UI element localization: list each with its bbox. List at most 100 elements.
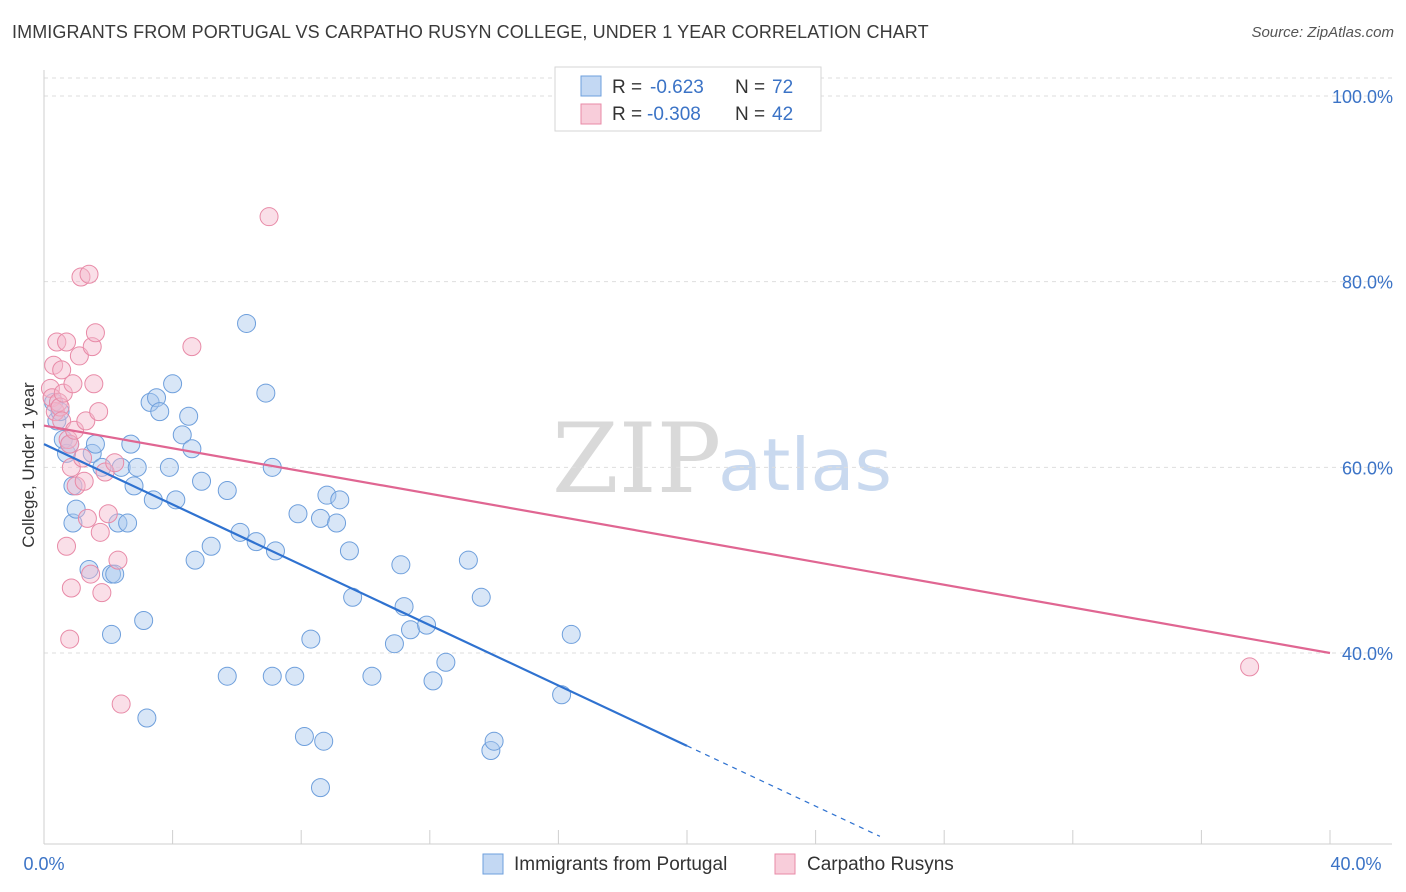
rusyn-point-12 bbox=[61, 457, 81, 477]
portugal-point-31 bbox=[179, 406, 199, 426]
rusyn-point-17 bbox=[71, 267, 91, 287]
rusyn-point-26 bbox=[85, 323, 105, 343]
bottom-legend-swatch-rusyn bbox=[774, 853, 796, 875]
portugal-point-55 bbox=[384, 634, 404, 654]
portugal-point-25 bbox=[147, 388, 167, 408]
y-axis-title: College, Under 1 year bbox=[19, 382, 38, 548]
y-tick-label-60: 60.0% bbox=[1342, 458, 1393, 478]
gridlines bbox=[44, 77, 1392, 654]
bottom-legend-label-portugal: Immigrants from Portugal bbox=[514, 854, 727, 875]
watermark-atlas: atlas bbox=[718, 423, 892, 507]
x-tick-label-min: 0.0% bbox=[23, 854, 64, 874]
correlation-legend: R = -0.623 N = 72 R = -0.308 N = 42 bbox=[554, 66, 822, 132]
rusyn-point-34 bbox=[57, 536, 77, 556]
legend-r-value-1: -0.623 bbox=[650, 77, 704, 98]
series-legend: Immigrants from Portugal Carpatho Rusyns bbox=[482, 853, 954, 875]
portugal-point-52 bbox=[339, 541, 359, 561]
rusyn-point-13 bbox=[63, 374, 83, 394]
rusyn-point-9 bbox=[57, 332, 77, 352]
rusyn-point-38 bbox=[182, 337, 202, 357]
portugal-point-45 bbox=[288, 504, 308, 524]
portugal-point-51 bbox=[330, 490, 350, 510]
portugal-point-62 bbox=[458, 550, 478, 570]
portugal-point-71 bbox=[310, 778, 330, 798]
series-portugal-points bbox=[44, 313, 581, 798]
legend-r-value-2: -0.308 bbox=[647, 104, 701, 125]
portugal-point-65 bbox=[484, 731, 504, 751]
rusyn-point-23 bbox=[81, 564, 101, 584]
portugal-point-34 bbox=[192, 471, 212, 491]
rusyn-point-6 bbox=[50, 397, 70, 417]
rusyn-point-19 bbox=[74, 471, 94, 491]
portugal-point-63 bbox=[471, 587, 491, 607]
portugal-point-36 bbox=[217, 481, 237, 501]
y-tick-label-80: 80.0% bbox=[1342, 273, 1393, 293]
rusyn-point-27 bbox=[89, 402, 109, 422]
portugal-point-70 bbox=[294, 727, 314, 747]
portugal-point-38 bbox=[237, 313, 257, 333]
rusyn-point-29 bbox=[92, 583, 112, 603]
rusyn-point-39 bbox=[259, 207, 279, 227]
x-tick-label-max: 40.0% bbox=[1330, 854, 1381, 874]
portugal-point-7 bbox=[63, 513, 83, 533]
portugal-point-20 bbox=[127, 457, 147, 477]
rusyn-point-21 bbox=[77, 508, 97, 528]
rusyn-point-40 bbox=[1240, 657, 1260, 677]
portugal-point-43 bbox=[262, 666, 282, 686]
portugal-point-60 bbox=[423, 671, 443, 691]
trend-line-rusyn bbox=[43, 424, 1331, 655]
portugal-point-44 bbox=[285, 666, 305, 686]
legend-r-label-1: R = bbox=[612, 77, 642, 98]
y-tick-label-100: 100.0% bbox=[1332, 87, 1393, 107]
watermark-zip: ZIP bbox=[552, 403, 721, 515]
portugal-point-54 bbox=[362, 666, 382, 686]
portugal-point-56 bbox=[391, 555, 411, 575]
portugal-point-8 bbox=[66, 499, 86, 519]
rusyn-point-20 bbox=[76, 411, 96, 431]
watermark: ZIP atlas bbox=[552, 403, 892, 515]
series-rusyn-points bbox=[40, 207, 1260, 714]
portugal-point-58 bbox=[401, 620, 421, 640]
portugal-point-61 bbox=[436, 652, 456, 672]
portugal-point-27 bbox=[159, 457, 179, 477]
portugal-point-67 bbox=[552, 685, 572, 705]
legend-n-value-1: 72 bbox=[772, 77, 793, 98]
rusyn-point-31 bbox=[98, 504, 118, 524]
rusyn-point-22 bbox=[79, 264, 99, 284]
portugal-point-50 bbox=[327, 513, 347, 533]
source-label: Source: ZipAtlas.com bbox=[1251, 24, 1394, 41]
portugal-point-66 bbox=[561, 624, 581, 644]
x-axis-ticks bbox=[43, 830, 1331, 844]
rusyn-point-25 bbox=[84, 374, 104, 394]
portugal-point-48 bbox=[317, 485, 337, 505]
rusyn-point-33 bbox=[108, 550, 128, 570]
portugal-point-17 bbox=[118, 513, 138, 533]
y-tick-label-40: 40.0% bbox=[1342, 644, 1393, 664]
rusyn-point-4 bbox=[47, 332, 67, 352]
rusyn-point-7 bbox=[52, 411, 72, 431]
rusyn-point-28 bbox=[90, 522, 110, 542]
trend-lines bbox=[43, 424, 1331, 837]
portugal-point-14 bbox=[105, 564, 125, 584]
trend-line-portugal-extension bbox=[686, 745, 881, 837]
y-tick-labels: 40.0% 60.0% 80.0% 100.0% bbox=[1332, 87, 1393, 664]
legend-n-label-2: N = bbox=[735, 104, 765, 125]
portugal-point-11 bbox=[85, 434, 105, 454]
legend-swatch-rusyn bbox=[580, 103, 602, 125]
portugal-point-49 bbox=[314, 731, 334, 751]
portugal-point-47 bbox=[310, 508, 330, 528]
rusyn-point-24 bbox=[82, 337, 102, 357]
rusyn-point-41 bbox=[52, 360, 72, 380]
portugal-point-33 bbox=[185, 550, 205, 570]
rusyn-point-32 bbox=[105, 453, 125, 473]
portugal-point-69 bbox=[217, 666, 237, 686]
portugal-point-22 bbox=[134, 611, 154, 631]
legend-r-label-2: R = bbox=[612, 104, 642, 125]
portugal-point-59 bbox=[417, 615, 437, 635]
bottom-legend-label-rusyn: Carpatho Rusyns bbox=[807, 854, 954, 875]
portugal-point-46 bbox=[301, 629, 321, 649]
bottom-legend-swatch-portugal bbox=[482, 853, 504, 875]
portugal-point-35 bbox=[201, 536, 221, 556]
rusyn-point-35 bbox=[60, 629, 80, 649]
